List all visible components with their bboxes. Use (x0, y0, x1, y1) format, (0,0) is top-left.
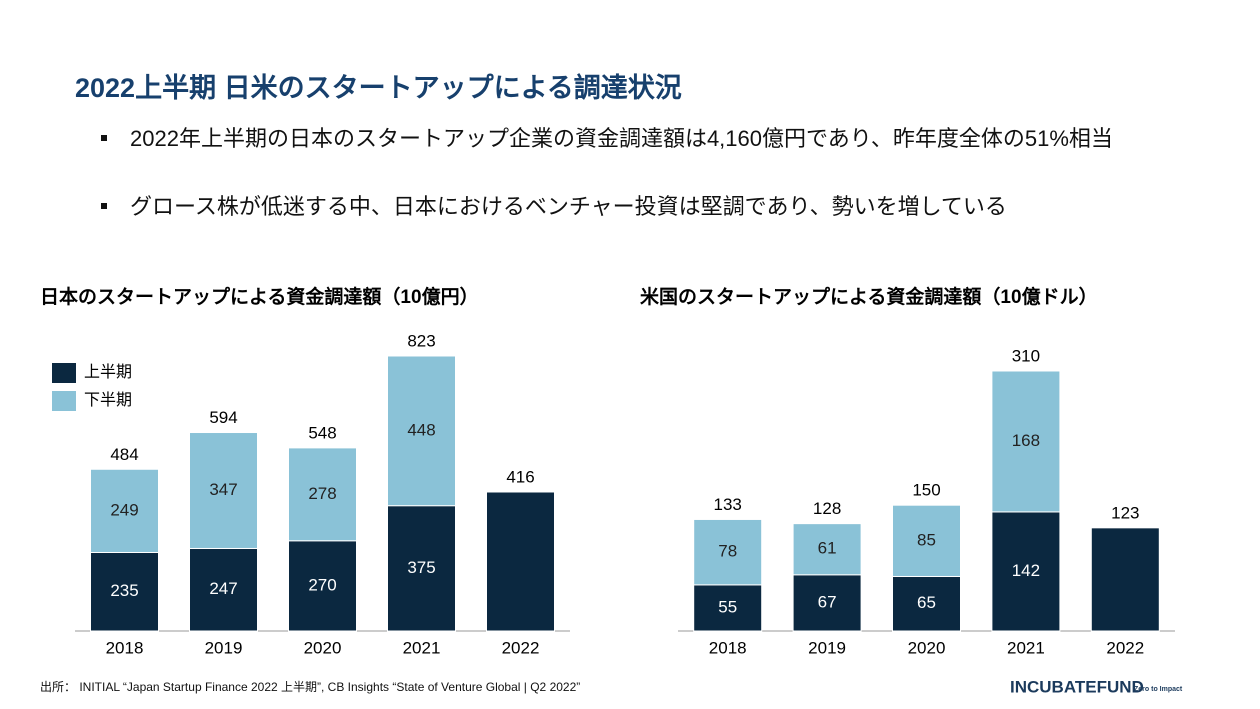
logo: INCUBATEFUND (1010, 677, 1144, 696)
total-label: 310 (1012, 346, 1040, 365)
bar-segment (693, 518, 763, 586)
slide-title: 2022上半期 日米のスタートアップによる調達状況 (75, 73, 682, 103)
bar-segment (1090, 527, 1160, 632)
value-label: 448 (407, 420, 435, 439)
bar-segment (792, 574, 862, 632)
bullet: 2022年上半期の日本のスタートアップ企業の資金調達額は4,160億円であり、昨… (130, 126, 1113, 151)
legend-swatch (52, 391, 76, 411)
bullet-marker (101, 135, 107, 141)
value-label: 270 (308, 575, 336, 594)
x-tick-label: 2018 (106, 638, 144, 657)
logo-tagline: Zero to Impact (1134, 686, 1183, 693)
bar-segment (387, 355, 456, 507)
value-label: 235 (110, 581, 138, 600)
bullet-marker (101, 203, 107, 209)
bar-segment (892, 504, 961, 577)
legend-label: 上半期 (84, 363, 132, 381)
bar-segment (387, 505, 456, 632)
bar-segment (892, 575, 961, 632)
legend-swatch (52, 363, 76, 383)
total-label: 123 (1111, 503, 1139, 522)
bar-segment (189, 547, 258, 632)
total-label: 594 (209, 408, 237, 427)
value-label: 65 (917, 593, 936, 612)
x-tick-label: 2020 (908, 638, 946, 657)
chart-title: 日本のスタートアップによる資金調達額（10億円） (40, 285, 479, 308)
total-label: 128 (813, 499, 841, 518)
x-tick-label: 2021 (403, 638, 441, 657)
value-label: 375 (407, 558, 435, 577)
x-tick-label: 2022 (1106, 638, 1144, 657)
bullet: グロース株が低迷する中、日本におけるベンチャー投資は堅調であり、勢いを増している (130, 194, 1007, 219)
value-label: 247 (209, 579, 237, 598)
bar-segment (792, 523, 862, 576)
value-label: 142 (1012, 561, 1040, 580)
legend-label: 下半期 (84, 391, 132, 409)
bar-segment (991, 511, 1061, 632)
x-tick-label: 2018 (709, 638, 747, 657)
value-label: 67 (818, 592, 837, 611)
value-label: 85 (917, 530, 936, 549)
value-label: 55 (718, 597, 737, 616)
bar-segment (693, 584, 763, 632)
x-tick-label: 2019 (808, 638, 846, 657)
total-label: 150 (912, 481, 940, 500)
x-tick-label: 2020 (304, 638, 342, 657)
bar-segment (486, 491, 555, 632)
bar-segment (189, 432, 258, 549)
bar-segment (90, 551, 159, 632)
x-tick-label: 2022 (502, 638, 540, 657)
value-label: 347 (209, 480, 237, 499)
value-label: 78 (718, 542, 737, 561)
bar-segment (288, 447, 357, 542)
x-tick-label: 2019 (205, 638, 243, 657)
total-label: 823 (407, 331, 435, 350)
value-label: 168 (1012, 431, 1040, 450)
total-label: 484 (110, 445, 138, 464)
x-tick-label: 2021 (1007, 638, 1045, 657)
total-label: 133 (714, 495, 742, 514)
total-label: 416 (506, 467, 534, 486)
chart-title: 米国のスタートアップによる資金調達額（10億ドル） (640, 285, 1098, 308)
total-label: 548 (308, 423, 336, 442)
bar-segment (90, 468, 159, 553)
bar-segment (991, 370, 1061, 513)
value-label: 249 (110, 500, 138, 519)
value-label: 61 (818, 539, 837, 558)
source-note: 出所： INITIAL “Japan Startup Finance 2022 … (40, 680, 581, 694)
value-label: 278 (308, 484, 336, 503)
